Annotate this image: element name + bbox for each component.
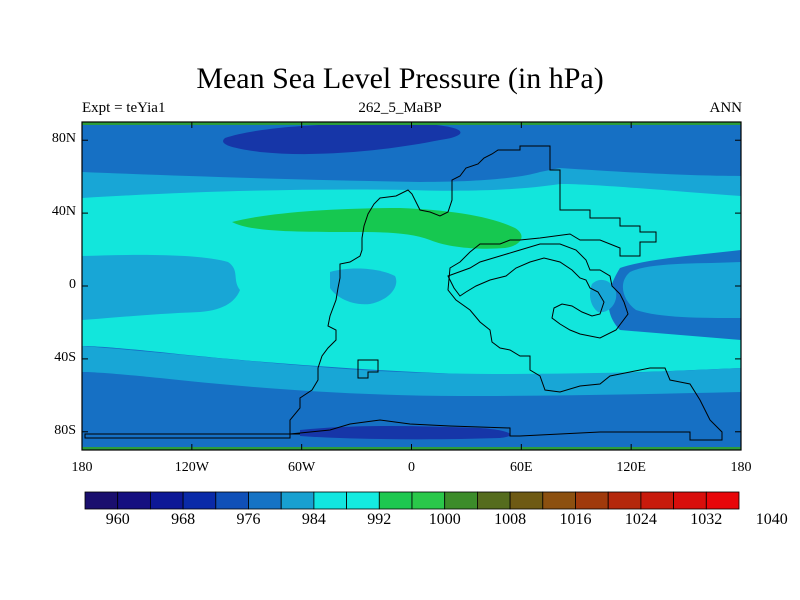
colorbar-swatch <box>575 491 609 510</box>
map-title: Mean Sea Level Pressure (in hPa) <box>196 62 604 95</box>
colorbar-swatch <box>84 491 119 510</box>
x-tick-label: 120E <box>616 460 646 475</box>
colorbar-swatch <box>705 491 740 510</box>
tick-marks <box>81 122 742 450</box>
field-equatorial-africa <box>330 268 397 305</box>
colorbar-swatch <box>280 491 315 510</box>
time-label: 262_5_MaBP <box>358 100 442 116</box>
coastline-island <box>357 359 379 379</box>
colorbar-swatch <box>313 491 347 510</box>
field-light-band-south <box>82 346 741 396</box>
colorbar-label: 984 <box>301 511 326 528</box>
season-label: ANN <box>709 100 743 116</box>
field-light-band-north <box>82 168 741 198</box>
y-tick-label: 40N <box>51 204 76 220</box>
y-tick-label: 80S <box>54 422 76 438</box>
colorbar-label: 1016 <box>559 511 592 528</box>
colorbar-swatch <box>149 491 184 510</box>
colorbar-label: 960 <box>105 511 130 528</box>
field-arctic-low <box>223 123 461 155</box>
experiment-label: Expt = teYia1 <box>82 100 166 116</box>
coastline-inner-tethys <box>447 243 629 339</box>
x-tick-label: 120W <box>174 460 209 475</box>
colorbar-swatch <box>378 491 413 510</box>
colorbar-label: 1024 <box>624 511 657 528</box>
field-equatorial-west <box>82 254 240 320</box>
colorbar-swatch <box>607 491 642 510</box>
colorbar-label: 1000 <box>428 511 461 528</box>
x-tick-label: 180 <box>71 460 93 475</box>
colorbar-swatch <box>509 491 544 510</box>
coastline-pangea <box>84 145 723 441</box>
colorbar-swatch <box>444 491 478 510</box>
x-tick-label: 0 <box>408 460 415 475</box>
colorbar-swatch <box>248 491 282 510</box>
y-tick-label: 40S <box>54 349 76 365</box>
field-equatorial-east <box>622 262 741 318</box>
field-equatorial-tethys <box>590 279 617 313</box>
colorbar-swatch <box>215 491 249 510</box>
colorbar-swatch <box>411 491 446 510</box>
colorbar-label: 1032 <box>690 511 723 528</box>
colorbar-swatch <box>117 491 151 510</box>
y-tick-label: 80N <box>51 131 76 147</box>
field-subtropical-high <box>232 208 522 249</box>
colorbar-swatch <box>182 491 217 510</box>
x-tick-label: 60E <box>510 460 533 475</box>
x-tick-label: 180 <box>730 460 752 475</box>
colorbar-label: 992 <box>367 511 392 528</box>
y-tick-label: 0 <box>69 277 76 292</box>
colorbar-label: 976 <box>236 511 261 528</box>
colorbar-swatch <box>640 491 675 510</box>
colorbar-swatch <box>476 491 511 510</box>
x-tick-label: 60W <box>288 460 316 475</box>
colorbar-label: 1008 <box>494 511 527 528</box>
colorbar-swatch <box>673 491 707 510</box>
colorbar-label: 1040 <box>755 511 788 528</box>
colorbar-swatch <box>346 491 380 510</box>
colorbar-label: 968 <box>171 511 196 528</box>
field-antarctic-low <box>300 426 511 440</box>
field-cyan-band <box>82 180 741 375</box>
colorbar-swatch <box>542 491 576 510</box>
